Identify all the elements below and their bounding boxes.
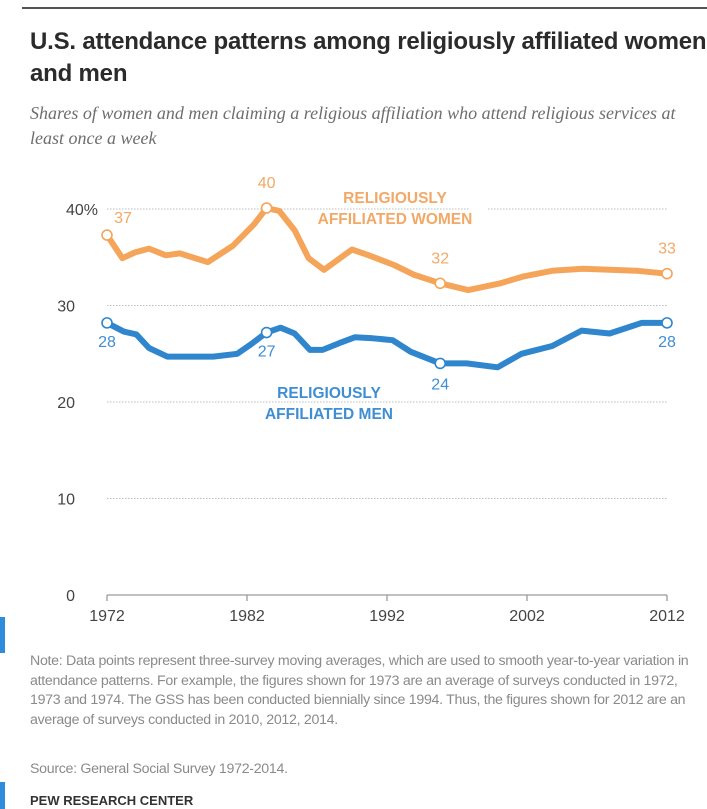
y-tick-label: 0 (66, 588, 75, 605)
women-data-point (260, 202, 273, 214)
men-data-point (101, 317, 113, 329)
women-line (104, 205, 670, 294)
y-axis-labels: 0 10 20 30 40% (57, 202, 98, 605)
chart-title: U.S. attendance patterns among religious… (30, 28, 707, 87)
top-rule (22, 7, 707, 9)
women-data-label: 37 (114, 210, 132, 227)
women-series-label: RELIGIOUSLY (343, 190, 447, 207)
chart-subtitle: Shares of women and men claiming a relig… (30, 103, 676, 148)
men-line (104, 319, 670, 371)
chart-source: Source: General Social Survey 1972-2014. (30, 761, 288, 777)
gridlines (107, 208, 667, 499)
x-axis (106, 594, 668, 601)
men-data-label: 27 (258, 344, 276, 361)
women-series-label: AFFILIATED WOMEN (318, 211, 473, 228)
edge-accent-bar (0, 782, 5, 809)
men-series-label: AFFILIATED MEN (265, 406, 393, 423)
x-tick-label: 2002 (509, 608, 545, 625)
men-data-point (661, 317, 673, 329)
x-tick-label: 2012 (649, 608, 685, 625)
men-data-label: 28 (658, 334, 676, 351)
publisher-name: PEW RESEARCH CENTER (30, 793, 194, 808)
y-tick-label: 10 (57, 492, 75, 509)
men-series-label: RELIGIOUSLY (277, 385, 381, 402)
women-data-label: 40 (258, 175, 276, 192)
women-data-point (101, 229, 113, 241)
women-data-point (661, 267, 673, 280)
x-tick-label: 1972 (89, 608, 125, 625)
edge-accent-bar (0, 617, 5, 653)
men-data-point (434, 357, 447, 370)
y-tick-label: 20 (57, 395, 75, 412)
x-tick-label: 1992 (369, 608, 405, 625)
men-data-point (260, 326, 273, 339)
x-tick-label: 1982 (229, 608, 265, 625)
men-data-label: 24 (431, 376, 449, 393)
y-tick-label: 40% (66, 202, 98, 219)
series-labels: 37 40 32 33 RELIGIOUSLY AFFILIATED WOMEN 28 27 2… (98, 175, 676, 423)
chart-note: Note: Data points represent three-survey… (30, 653, 689, 728)
women-data-point (434, 277, 447, 290)
men-data-label: 28 (98, 334, 116, 351)
y-tick-label: 30 (57, 299, 75, 316)
women-data-label: 32 (431, 250, 449, 267)
women-data-label: 33 (658, 241, 676, 258)
line-chart: 0 10 20 30 40% 1972 1982 1992 2002 2012 37 40 32 33… (57, 175, 685, 625)
series (101, 202, 673, 371)
x-axis-labels: 1972 1982 1992 2002 2012 (89, 608, 685, 625)
